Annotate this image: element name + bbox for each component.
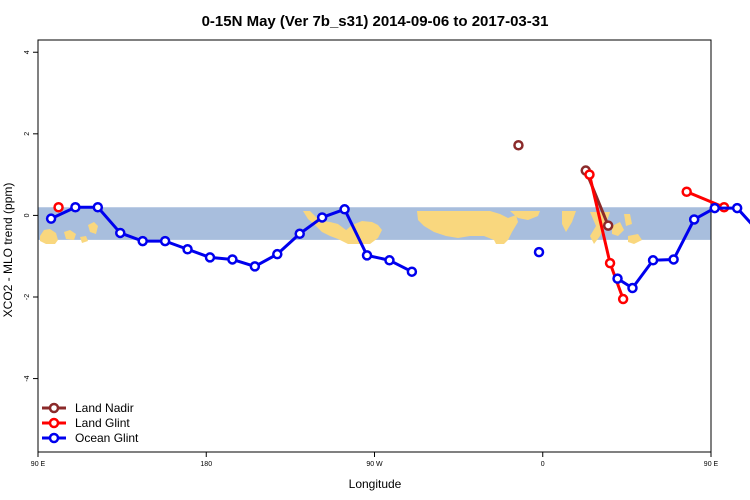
- axes: 90 E 180 90 W 0 90 E 4 2 0 -2 -4: [24, 39, 719, 468]
- data-point: [227, 254, 238, 265]
- data-point: [249, 261, 261, 272]
- series-layer: [45, 139, 750, 305]
- legend-label: Ocean Glint: [75, 431, 139, 445]
- land-shape: [64, 230, 76, 240]
- series-ocean-glint: [45, 201, 750, 294]
- data-point: [294, 228, 305, 240]
- data-point: [53, 201, 64, 213]
- data-point: [361, 250, 373, 261]
- data-point: [533, 246, 545, 258]
- land-shape: [628, 234, 642, 244]
- data-point: [668, 254, 679, 265]
- data-point: [731, 202, 743, 214]
- data-point: [604, 257, 616, 269]
- data-point: [709, 202, 720, 214]
- data-point: [647, 255, 659, 266]
- data-point: [70, 201, 81, 213]
- data-point: [584, 169, 595, 180]
- data-point: [681, 186, 692, 197]
- y-tick-label: -4: [24, 375, 31, 381]
- plot-background: [38, 40, 711, 452]
- land-shape: [40, 229, 58, 244]
- data-point: [339, 204, 350, 215]
- land-shape: [80, 236, 88, 243]
- land-shape: [510, 211, 540, 220]
- land-shape: [417, 211, 518, 244]
- data-point: [513, 139, 524, 151]
- legend-marker: [48, 417, 60, 429]
- legend-label: Land Nadir: [75, 401, 134, 415]
- data-point: [272, 248, 283, 260]
- land-shape: [562, 211, 576, 232]
- x-tick-label: 90 E: [31, 461, 46, 468]
- data-point: [617, 293, 629, 305]
- legend-label: Land Glint: [75, 416, 130, 430]
- data-point: [406, 266, 418, 277]
- land-shape: [88, 222, 98, 234]
- y-tick-label: -2: [24, 294, 31, 300]
- x-tick-label: 0: [541, 461, 545, 468]
- data-point: [182, 244, 193, 255]
- data-point: [602, 220, 614, 231]
- data-point: [115, 227, 126, 239]
- y-tick-label: 4: [24, 50, 31, 54]
- data-point: [316, 212, 328, 223]
- land-shape: [612, 222, 624, 236]
- data-point: [92, 201, 104, 213]
- land-shape: [624, 214, 632, 226]
- chart-title: 0-15N May (Ver 7b_s31) 2014-09-06 to 201…: [202, 13, 549, 30]
- data-point: [45, 213, 57, 224]
- series-line: [616, 206, 750, 290]
- data-point: [137, 235, 148, 247]
- x-tick-label: 90 E: [704, 461, 719, 468]
- land-shape: [303, 211, 356, 244]
- y-axis-label: XCO2 - MLO trend (ppm): [1, 183, 15, 318]
- y-tick-label: 2: [24, 132, 31, 136]
- data-point: [159, 235, 171, 247]
- plot-area: [38, 40, 711, 452]
- data-point: [612, 273, 623, 284]
- data-point: [204, 252, 216, 263]
- data-point: [384, 255, 395, 266]
- y-tick-label: 0: [24, 213, 31, 217]
- data-point: [688, 214, 700, 225]
- legend-marker: [48, 402, 60, 414]
- legend-marker: [48, 432, 60, 444]
- x-tick-label: 90 W: [366, 461, 383, 468]
- x-tick-label: 180: [200, 461, 212, 468]
- data-point: [627, 282, 638, 294]
- x-axis-label: Longitude: [349, 477, 402, 491]
